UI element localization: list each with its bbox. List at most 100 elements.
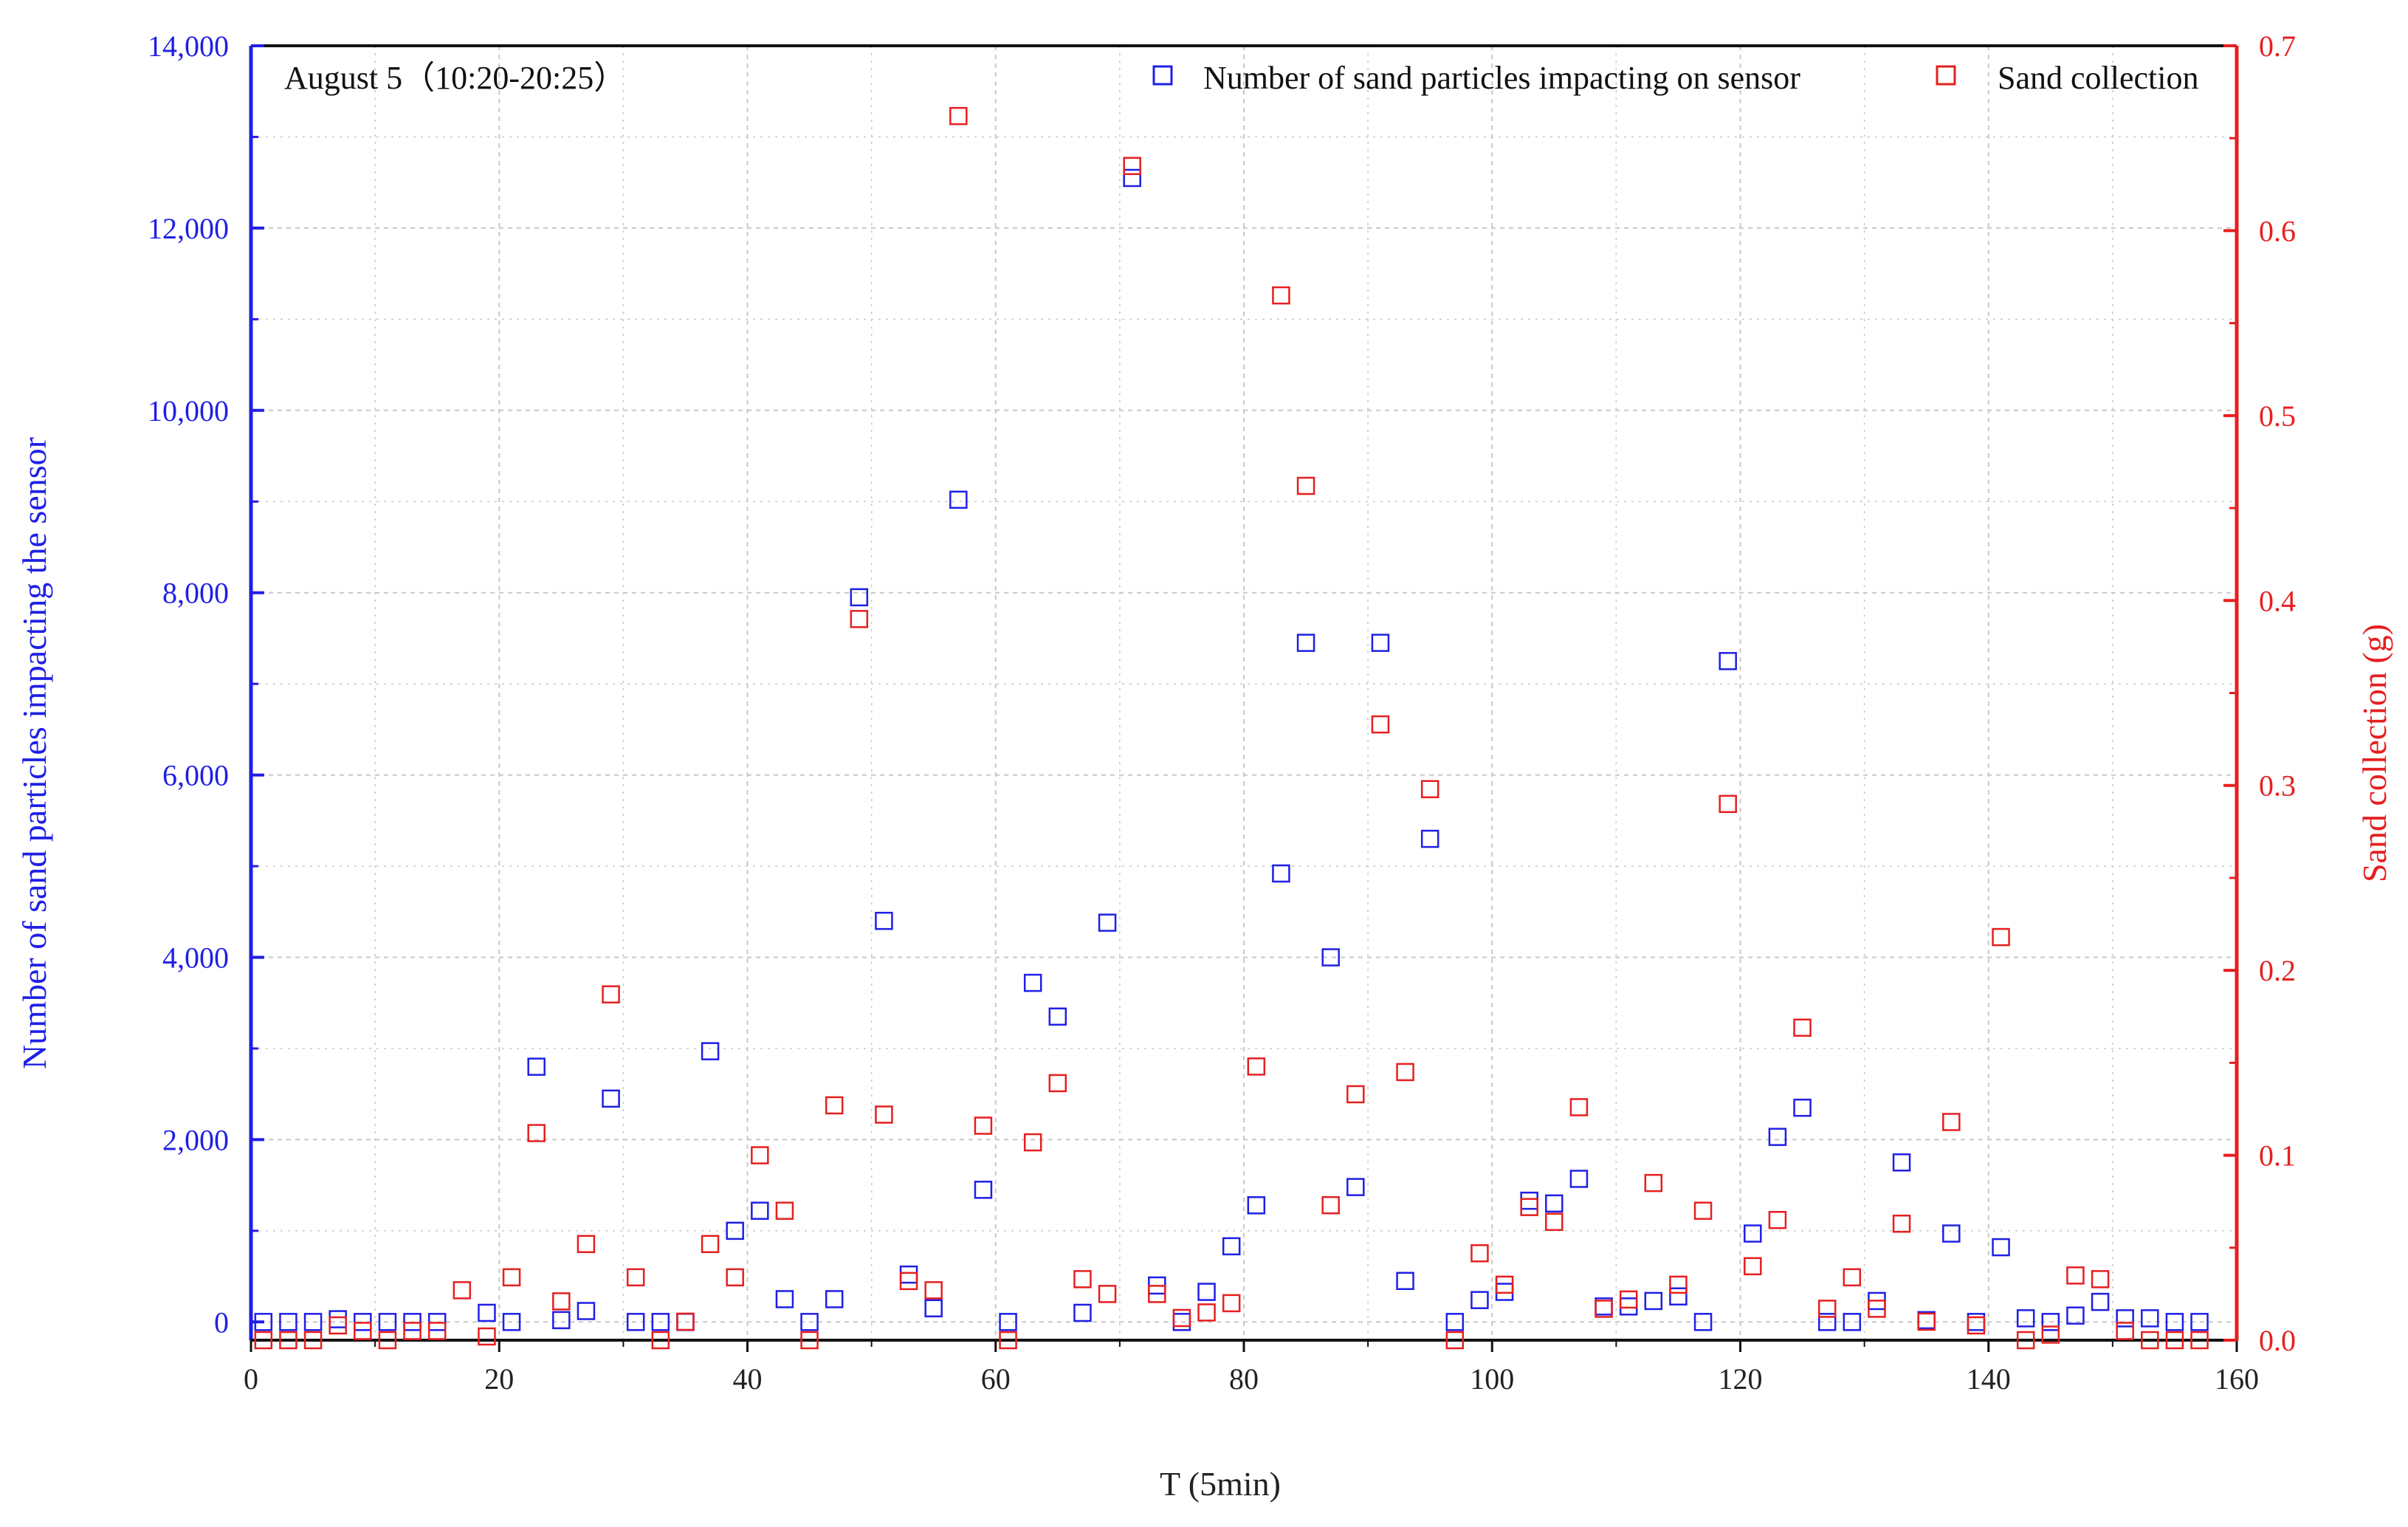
left-axis-title: Number of sand particles impacting the s… [16,437,53,1069]
sand-collection-point [2041,1325,2060,1344]
sand-collection-point [676,1312,695,1331]
sand-collection-point [1967,1316,1986,1335]
right-axis-title: Sand collection (g) [2356,624,2393,882]
left-tick-label: 2,000 [162,1123,229,1156]
sensor-impact-point [303,1313,323,1331]
sand-collection-point [1396,1063,1414,1082]
sensor-impact-point [1744,1224,1762,1243]
sensor-impact-point [1272,864,1290,883]
sensor-impact-point [1396,1272,1414,1291]
sensor-impact-point [254,1313,273,1331]
sand-collection-point [875,1105,893,1124]
sand-collection-point [1719,795,1737,814]
sand-collection-point [1197,1303,1216,1322]
sensor-impact-point [2041,1313,2060,1331]
sand-collection-point [1321,1195,1340,1215]
sand-collection-point [651,1331,670,1350]
sand-collection-point [427,1322,447,1340]
sand-collection-point [1793,1018,1812,1037]
right-tick-label: 0.6 [2259,214,2296,247]
sensor-impact-point [602,1089,620,1108]
sand-collection-point [1644,1173,1663,1193]
sand-collection-point [1693,1201,1713,1220]
sensor-impact-point [478,1303,496,1322]
sand-collection-point [303,1331,323,1350]
sand-collection-point [1222,1294,1241,1313]
chart-annotation: August 5（10:20-20:25） [284,60,626,96]
sand-collection-point [726,1268,744,1287]
sensor-impact-point [924,1299,943,1318]
sand-collection-point [1296,476,1315,495]
sensor-impact-point [2066,1306,2085,1325]
sand-collection-point [924,1281,943,1300]
sand-collection-point [1744,1257,1762,1276]
sensor-impact-point [775,1290,794,1308]
legend-marker-sensor [1152,65,1173,86]
right-tick-label: 0.4 [2259,584,2296,617]
right-tick-label: 0.2 [2259,954,2296,987]
sand-collection-point [974,1116,993,1135]
sensor-impact-point [1371,634,1390,652]
x-tick-label: 20 [484,1362,514,1396]
sensor-impact-point [999,1313,1017,1331]
sand-collection-point [1520,1198,1538,1216]
sensor-impact-point [552,1311,571,1330]
sand-collection-point [254,1331,273,1350]
left-tick-label: 4,000 [162,941,229,975]
sand-collection-point [1992,927,2010,947]
sensor-impact-point [1619,1297,1638,1316]
sensor-impact-point [1321,948,1340,967]
sand-collection-point [328,1316,347,1335]
sensor-impact-point [577,1302,596,1320]
sand-collection-point [1123,157,1141,176]
legend: Number of sand particles impacting on se… [1152,60,2199,96]
sensor-impact-point [1569,1170,1589,1188]
sand-collection-point [1495,1275,1514,1294]
left-tick-label: 10,000 [148,394,229,428]
sensor-impact-point [378,1313,397,1331]
sensor-impact-point [1843,1313,1862,1331]
sensor-impact-point [1346,1178,1365,1196]
sand-collection-point [2016,1331,2035,1350]
sensor-impact-point [974,1181,993,1199]
sensor-impact-point [850,588,869,607]
sensor-impact-point [328,1310,347,1328]
sand-collection-point [279,1331,297,1350]
sand-collection-point [378,1331,397,1350]
x-tick-label: 40 [733,1362,763,1396]
sensor-impact-point [1892,1153,1911,1172]
sensor-impact-point [1247,1196,1266,1215]
right-tick-label: 0.3 [2259,769,2296,803]
sensor-impact-point [1023,973,1042,992]
x-tick-label: 120 [1719,1362,1763,1396]
sensor-impact-point [1793,1098,1812,1117]
sand-collection-point [602,985,620,1003]
grid-lines [251,46,2237,1340]
left-tick-label: 8,000 [162,577,229,610]
sand-collection-point [1843,1268,1862,1287]
sand-collection-point [1470,1244,1489,1263]
sand-collection-point [999,1331,1017,1350]
sand-collection-point [2091,1270,2110,1288]
sensor-impact-point [899,1265,918,1284]
sensor-impact-point [1420,829,1439,848]
sensor-impact-point [2091,1292,2110,1311]
sensor-impact-point [527,1057,546,1076]
x-tick-label: 160 [2215,1362,2259,1396]
left-tick-label: 12,000 [148,212,229,245]
sand-collection-point [1172,1308,1191,1328]
sand-collection-point [1346,1085,1365,1104]
sand-collection-point [1545,1212,1564,1231]
sand-collection-point [899,1272,918,1291]
sand-collection-point [1098,1285,1117,1303]
x-tick-label: 140 [1967,1362,2011,1396]
sensor-impact-point [751,1201,769,1220]
sand-collection-point [1868,1300,1886,1318]
sensor-impact-point [875,911,893,930]
sand-collection-point [701,1235,720,1254]
sensor-impact-point [1222,1237,1241,1256]
sensor-impact-point [1048,1007,1067,1026]
sensor-impact-point [1545,1194,1564,1213]
sensor-impact-point [1495,1283,1514,1301]
